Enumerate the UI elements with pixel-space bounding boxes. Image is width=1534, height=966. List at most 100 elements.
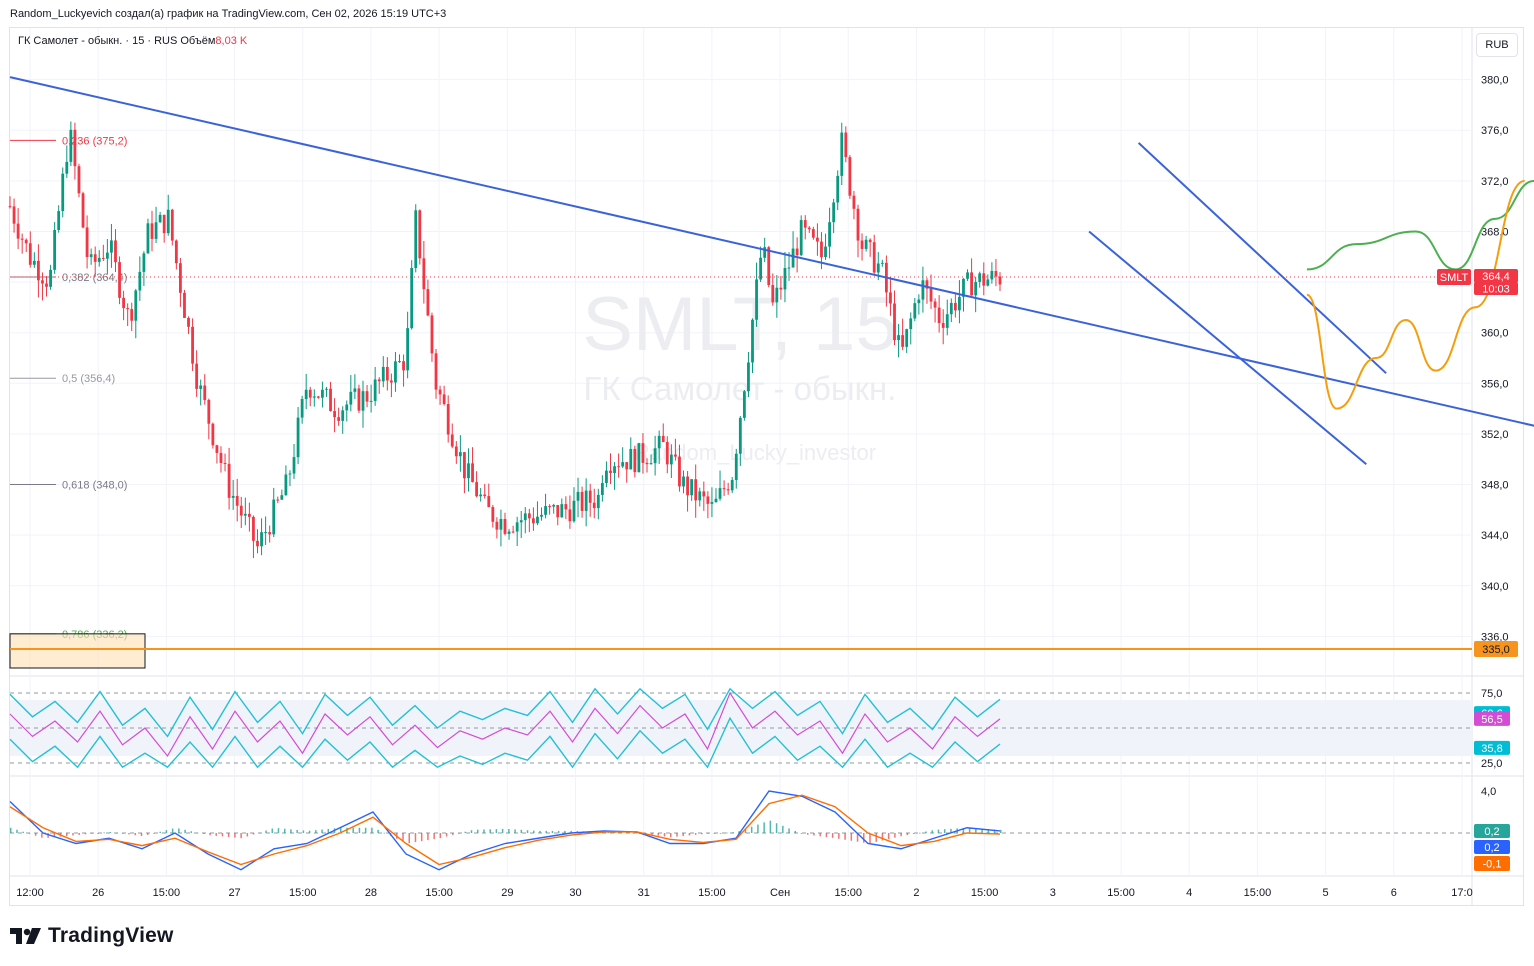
macd-histogram-bar <box>701 833 703 835</box>
rsi-tick-label: 75,0 <box>1481 688 1502 700</box>
candle-body <box>353 388 357 392</box>
candle-body <box>515 522 519 532</box>
macd-histogram-bar <box>22 831 24 833</box>
candle-body <box>37 260 40 281</box>
macd-histogram-bar <box>483 829 485 833</box>
fib-level-label: 0,382 (364,4) <box>62 272 127 284</box>
macd-histogram-bar <box>825 833 828 838</box>
macd-histogram-bar <box>227 833 230 838</box>
candle-body <box>183 292 186 318</box>
macd-histogram-bar <box>103 832 105 834</box>
candle-body <box>369 400 373 402</box>
countdown-tag-bg <box>1474 282 1518 296</box>
candle-body <box>844 132 848 158</box>
candle-body <box>394 361 397 383</box>
macd-histogram-bar <box>184 829 186 833</box>
candle-body <box>730 479 734 491</box>
candle-body <box>556 504 560 518</box>
forecast-path-green <box>1306 179 1534 271</box>
candle-body <box>974 281 978 296</box>
candle-body <box>280 495 284 500</box>
candle-body <box>337 417 341 421</box>
macd-histogram-bar <box>788 828 790 833</box>
macd-histogram-bar <box>414 833 417 843</box>
candle-body <box>860 240 864 249</box>
macd-line <box>9 790 1001 871</box>
macd-histogram-bar <box>881 833 884 841</box>
candle-body <box>122 297 126 309</box>
candle-body <box>694 479 698 501</box>
macd-histogram-bar <box>234 833 236 838</box>
candle-body <box>982 273 986 286</box>
price-tick-label: 352,0 <box>1481 429 1509 441</box>
candle-body <box>381 366 385 382</box>
candle-body <box>41 280 44 284</box>
macd-histogram-bar <box>931 830 934 833</box>
candle-body <box>864 239 868 249</box>
macd-histogram-bar <box>950 828 952 833</box>
forecast-path-orange <box>1306 179 1525 410</box>
symbol-legend[interactable]: ГК Самолет - обыкн. · 15 · RUS Объём8,03… <box>18 35 247 47</box>
candle-body <box>917 299 921 304</box>
candle-body <box>621 462 625 467</box>
tradingview-logo[interactable]: TradingView <box>10 924 174 948</box>
candle-body <box>304 389 308 400</box>
macd-histogram-bar <box>819 833 821 837</box>
rsi-value-tag-bg <box>1474 711 1510 726</box>
candle-body <box>998 276 1002 285</box>
candle-body <box>16 223 20 239</box>
macd-histogram-bar <box>203 833 205 834</box>
macd-histogram-bar <box>72 833 74 836</box>
symbol-title: ГК Самолет - обыкн. · 15 · RUS <box>18 35 178 47</box>
candle-body <box>605 470 608 484</box>
candle-body <box>312 396 316 398</box>
macd-histogram-bar <box>533 830 535 833</box>
macd-histogram-bar <box>800 833 803 834</box>
currency-button[interactable]: RUB <box>1476 33 1518 57</box>
candle-body <box>990 270 994 280</box>
time-tick-label: 2 <box>913 887 919 899</box>
candle-body <box>150 223 154 239</box>
candle-body <box>519 520 523 523</box>
macd-histogram-bar <box>775 823 778 833</box>
candle-body <box>909 318 913 330</box>
candle-body <box>308 389 312 398</box>
candle-body <box>272 499 276 535</box>
candle-body <box>568 509 572 522</box>
macd-histogram-bar <box>925 831 927 833</box>
candle-body <box>130 309 134 321</box>
macd-histogram-bar <box>66 833 68 837</box>
candle-body <box>669 454 673 465</box>
rsi-lower-tag-bg <box>1474 740 1510 755</box>
candle-body <box>970 272 973 296</box>
candle-body <box>223 462 227 464</box>
candle-body <box>820 241 823 258</box>
macd-histogram-bar <box>128 833 130 835</box>
time-tick-label: 30 <box>569 887 581 899</box>
macd-histogram-bar <box>1000 829 1002 833</box>
macd-histogram-bar <box>632 832 635 834</box>
macd-histogram-bar <box>97 833 99 834</box>
candle-body <box>852 195 856 209</box>
candle-body <box>268 532 272 535</box>
candle-body <box>880 262 884 264</box>
chart-caption: Random_Luckyevich создал(а) график на Tr… <box>10 8 447 20</box>
candle-body <box>576 491 580 501</box>
fib-level-label: 0,236 (375,2) <box>62 135 127 147</box>
candle-body <box>77 166 81 194</box>
candle-body <box>377 379 381 382</box>
candle-body <box>828 222 831 247</box>
macd-histogram-bar <box>153 833 155 834</box>
candle-body <box>365 391 369 402</box>
candle-body <box>8 206 12 208</box>
rsi-upper-channel <box>9 687 1001 738</box>
macd-histogram-bar <box>651 833 653 835</box>
candle-body <box>65 161 69 174</box>
candle-body <box>933 301 937 308</box>
time-tick-label: 12:00 <box>16 887 44 899</box>
candle-body <box>57 211 61 230</box>
candle-body <box>252 516 255 541</box>
candle-body <box>958 296 961 311</box>
macd-histogram-bar <box>302 830 305 833</box>
